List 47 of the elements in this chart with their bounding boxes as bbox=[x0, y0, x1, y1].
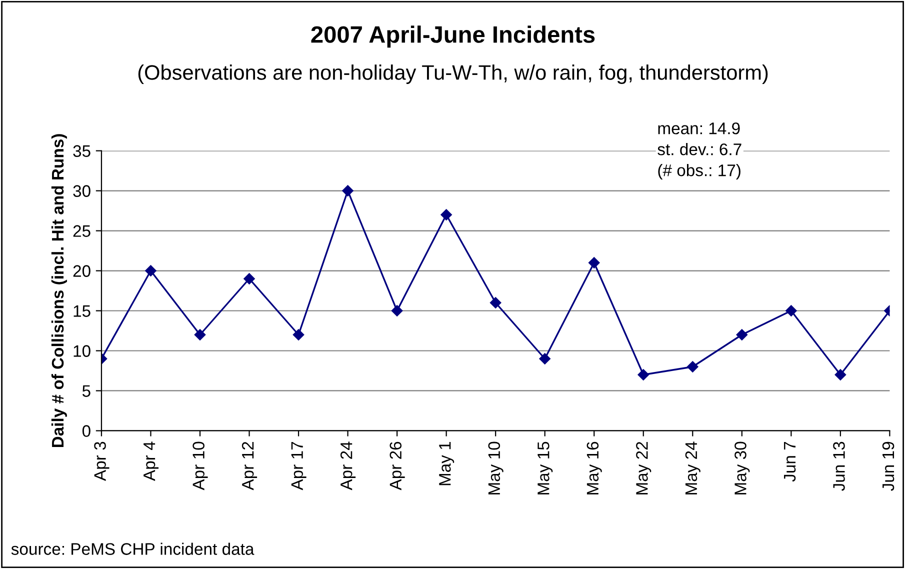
x-tick-label: Apr 4 bbox=[144, 442, 159, 481]
chart-subtitle: (Observations are non-holiday Tu-W-Th, w/o rain, fog, thunderstorm) bbox=[138, 64, 768, 84]
x-tick-label: Apr 24 bbox=[340, 442, 356, 490]
y-tick-label: 35 bbox=[73, 145, 90, 157]
x-tick-label: Apr 3 bbox=[94, 442, 110, 481]
point bbox=[490, 297, 502, 308]
x-tick-label: Apr 17 bbox=[291, 442, 306, 490]
point bbox=[342, 185, 354, 196]
y-tick-label: 25 bbox=[73, 225, 90, 237]
annotation: st. dev.: 6.7 bbox=[658, 143, 742, 156]
point bbox=[736, 329, 748, 340]
x-tick-label: May 24 bbox=[685, 442, 700, 494]
point bbox=[194, 329, 206, 340]
point bbox=[145, 265, 156, 276]
x-tick-label: May 16 bbox=[586, 442, 602, 494]
y-tick-label: 30 bbox=[73, 185, 90, 197]
point bbox=[786, 305, 797, 316]
x-tick-label: May 30 bbox=[734, 442, 750, 494]
x-tick-label: Jun 13 bbox=[833, 442, 845, 491]
y-tick-label: 0 bbox=[82, 425, 90, 437]
point bbox=[834, 369, 846, 380]
point bbox=[292, 329, 304, 340]
text: mean: 14.9 bbox=[658, 122, 740, 134]
chart-title: 2007 April-June Incidents bbox=[311, 26, 595, 48]
annotation: (# obs.: 17) bbox=[658, 164, 740, 180]
y-tick-label: 15 bbox=[74, 305, 90, 317]
y-tick-label: 5 bbox=[82, 385, 90, 397]
point bbox=[244, 273, 255, 284]
x-tick-label: Apr 26 bbox=[390, 442, 405, 490]
point bbox=[440, 209, 452, 220]
point bbox=[391, 305, 403, 316]
point bbox=[588, 257, 600, 268]
x-tick-label: Jun 7 bbox=[784, 442, 796, 482]
x-tick-label: Apr 10 bbox=[192, 442, 208, 490]
point bbox=[539, 353, 550, 364]
point bbox=[687, 361, 698, 372]
y-axis-title: Daily # of Collisions (incl. Hit and Runs) bbox=[51, 134, 67, 448]
x-tick-label: Jun 19 bbox=[882, 442, 894, 491]
y-tick-label: 20 bbox=[73, 265, 90, 277]
x-tick-label: May 22 bbox=[636, 442, 652, 494]
x-tick-label: May 15 bbox=[538, 442, 553, 494]
x-tick-label: Apr 12 bbox=[242, 442, 258, 490]
x-tick-label: May 10 bbox=[488, 442, 504, 494]
point bbox=[638, 369, 649, 380]
x-tick-label: May 1 bbox=[439, 442, 454, 486]
y-tick-label: 10 bbox=[74, 345, 90, 357]
source-note: source: PeMS CHP incident data bbox=[11, 542, 254, 555]
